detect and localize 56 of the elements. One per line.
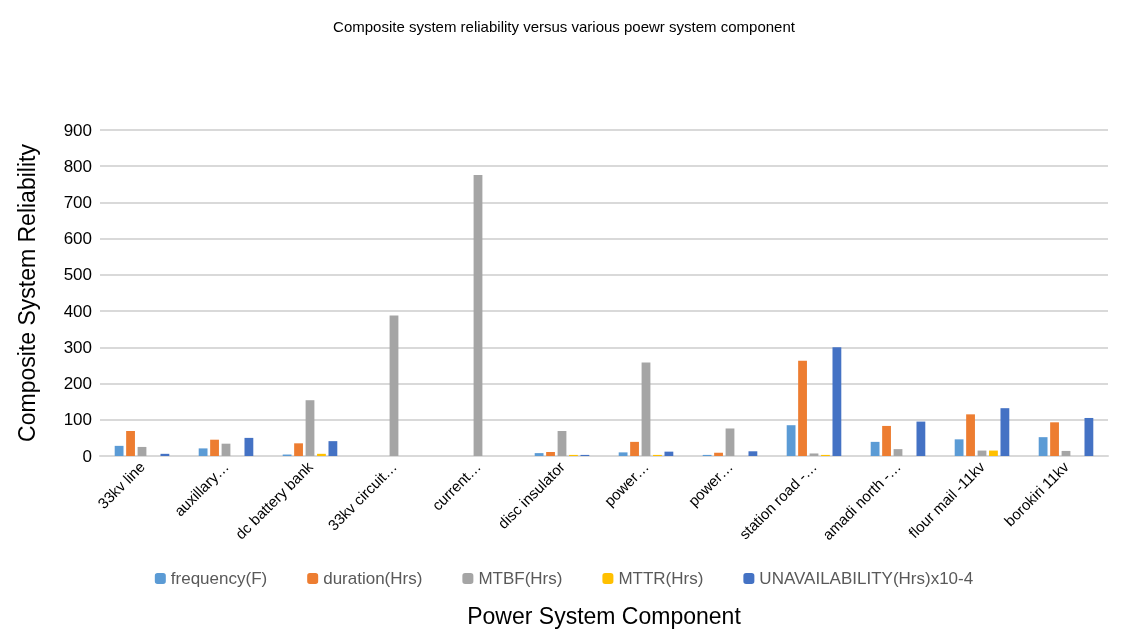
bar [954, 439, 964, 456]
bar [305, 400, 315, 456]
bar [389, 315, 399, 456]
legend-label: frequency(F) [170, 569, 268, 588]
legend-label: MTTR(Hrs) [618, 569, 704, 588]
legend-label: UNAVAILABILITY(Hrs)x10-4 [759, 569, 974, 588]
bar [473, 174, 483, 456]
y-tick-label: 400 [63, 301, 92, 321]
bar [137, 446, 147, 456]
bar [882, 425, 891, 456]
chart-title: Composite system reliability versus various poewr system component [333, 18, 796, 35]
x-axis-title: Power System Component [467, 602, 742, 629]
bar [198, 448, 208, 456]
bar [1038, 437, 1048, 456]
bar [126, 431, 135, 456]
bar [798, 360, 807, 456]
legend-label: MTBF(Hrs) [478, 569, 563, 588]
bar [114, 445, 124, 456]
bar [534, 453, 544, 456]
bar [1050, 422, 1059, 456]
bar [786, 425, 796, 456]
y-tick-label: 300 [63, 337, 92, 357]
bar [1084, 417, 1094, 456]
bar [1000, 408, 1010, 456]
y-tick-label: 900 [63, 120, 92, 140]
y-tick-label: 600 [63, 229, 92, 249]
bar [725, 428, 735, 456]
y-tick-label: 800 [63, 156, 92, 176]
bar [832, 347, 842, 456]
bar [630, 441, 639, 456]
bar [966, 414, 975, 456]
bar [210, 439, 219, 456]
bar [916, 421, 926, 456]
bar [294, 443, 303, 456]
bar [328, 441, 338, 456]
bar [664, 451, 674, 456]
bar [546, 452, 555, 456]
bar [641, 362, 651, 456]
y-tick-label: 0 [82, 446, 92, 466]
y-tick-label: 700 [63, 192, 92, 212]
bar [618, 452, 628, 456]
bar [893, 449, 903, 456]
legend-label: duration(Hrs) [323, 569, 423, 588]
bar [748, 451, 758, 456]
bar [809, 453, 819, 456]
y-axis-title: Composite System Reliability [13, 143, 40, 442]
bar [160, 453, 170, 456]
y-tick-label: 100 [63, 410, 92, 430]
bar [870, 441, 880, 456]
y-tick-label: 200 [63, 374, 92, 394]
bar [557, 431, 567, 456]
bar [244, 437, 254, 456]
bar [317, 453, 326, 456]
y-tick-label: 500 [63, 265, 92, 285]
bar [989, 450, 998, 456]
bar [714, 452, 723, 456]
